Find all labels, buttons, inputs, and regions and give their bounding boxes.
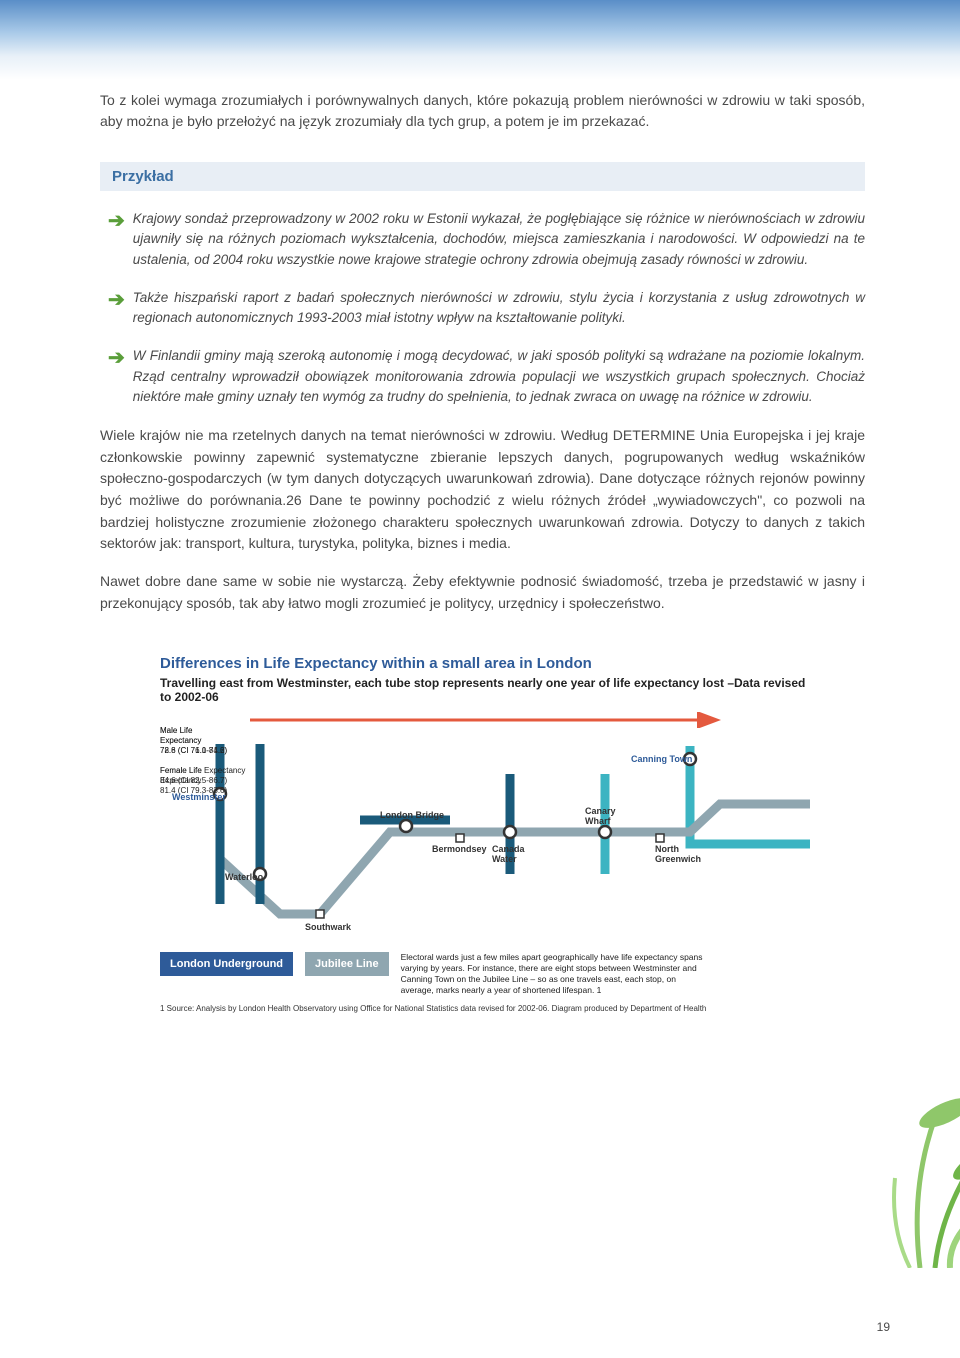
- example-heading: Przykład: [100, 162, 865, 191]
- life-expectancy-figure: Differences in Life Expectancy within a …: [160, 655, 810, 1013]
- figure-source: 1 Source: Analysis by London Health Obse…: [160, 1004, 810, 1013]
- station-southwark: Southwark: [305, 922, 351, 933]
- intro-paragraph: To z kolei wymaga zrozumiałych i porówny…: [100, 90, 865, 132]
- page-number: 19: [877, 1320, 890, 1334]
- station-bermondsey: Bermondsey: [432, 844, 487, 855]
- legend-description: Electoral wards just a few miles apart g…: [401, 952, 711, 996]
- station-westminster: Westminster: [172, 792, 226, 803]
- example-item: ➔ Krajowy sondaż przeprowadzony w 2002 r…: [100, 209, 865, 270]
- example-item: ➔ Także hiszpański raport z badań społec…: [100, 288, 865, 329]
- tube-map-area: Male LifeExpectancy78.6 (CI 76.0-81.2) F…: [160, 714, 810, 934]
- arrow-right-icon: ➔: [108, 288, 125, 329]
- station-canary-wharf: Canary Wharf: [585, 806, 625, 828]
- page-header-gradient: [0, 0, 960, 80]
- arrow-right-icon: ➔: [108, 346, 125, 407]
- arrow-right-icon: ➔: [108, 209, 125, 270]
- body-paragraph-2: Nawet dobre dane same w sobie nie wystar…: [100, 571, 865, 614]
- direction-arrow-icon: [250, 712, 730, 728]
- figure-legend: London Underground Jubilee Line Electora…: [160, 952, 810, 996]
- legend-jubilee: Jubilee Line: [305, 952, 389, 976]
- station-canada-water: Canada Water: [492, 844, 532, 866]
- station-canning-town: Canning Town: [631, 754, 692, 765]
- station-north-greenwich: North Greenwich: [655, 844, 715, 866]
- plant-decoration-icon: [840, 1068, 960, 1268]
- example-text-2: Także hiszpański raport z badań społeczn…: [133, 288, 865, 329]
- figure-title: Differences in Life Expectancy within a …: [160, 655, 810, 672]
- figure-subtitle: Travelling east from Westminster, each t…: [160, 676, 810, 704]
- station-waterloo: Waterloo: [225, 872, 263, 883]
- station-london-bridge: London Bridge: [380, 810, 444, 821]
- body-paragraph-1: Wiele krajów nie ma rzetelnych danych na…: [100, 425, 865, 555]
- male-right-stat: Male LifeExpectancy72.8 (CI 71.1-74.6): [160, 726, 260, 756]
- example-text-3: W Finlandii gminy mają szeroką autonomię…: [133, 346, 865, 407]
- legend-underground: London Underground: [160, 952, 293, 976]
- page-content: To z kolei wymaga zrozumiałych i porówny…: [100, 90, 865, 1013]
- example-text-1: Krajowy sondaż przeprowadzony w 2002 rok…: [133, 209, 865, 270]
- example-item: ➔ W Finlandii gminy mają szeroką autonom…: [100, 346, 865, 407]
